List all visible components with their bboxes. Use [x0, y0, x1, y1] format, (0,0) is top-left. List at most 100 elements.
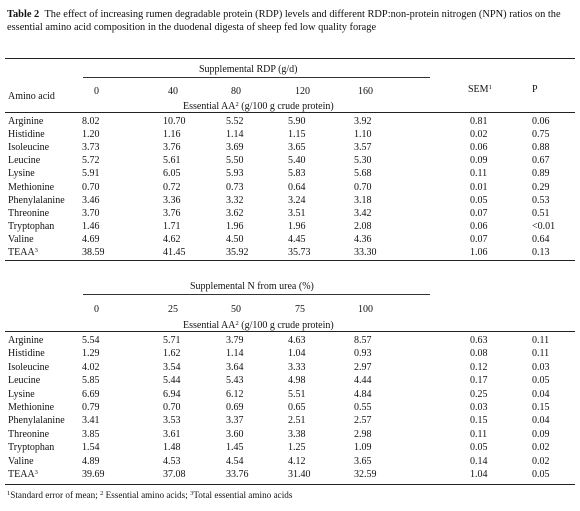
table-cell: 3.18 — [354, 194, 372, 206]
amino-acid-header: Amino acid — [8, 91, 55, 102]
table-cell: 3.57 — [354, 142, 372, 154]
table-cell: 5.54 — [82, 335, 100, 346]
table-cell: 0.06 — [470, 220, 488, 232]
table-cell: 1.15 — [288, 129, 306, 141]
table-cell: 1.20 — [82, 129, 100, 141]
table-cell: 4.62 — [163, 233, 181, 245]
table-cell: 3.92 — [354, 116, 372, 127]
table-cell: 1.48 — [163, 442, 181, 454]
table-cell: 0.51 — [532, 207, 550, 219]
table-cell: 2.08 — [354, 220, 372, 232]
row-label: Arginine — [8, 335, 44, 346]
table-cell: 5.52 — [226, 116, 244, 127]
table-cell: 1.96 — [226, 220, 244, 232]
table2-header-rule — [5, 331, 575, 332]
table-cell: 0.17 — [470, 375, 488, 387]
table1-header-rule — [5, 112, 575, 113]
table1-spanner: Supplemental RDP (g/d) — [199, 64, 298, 75]
table-cell: 31.40 — [288, 469, 311, 480]
table-cell: 0.09 — [532, 428, 550, 440]
table-cell: 1.62 — [163, 348, 181, 360]
table-cell: 1.06 — [470, 247, 488, 258]
table-cell: 2.97 — [354, 361, 372, 373]
table-cell: 39.69 — [82, 469, 105, 480]
table-cell: 0.53 — [532, 194, 550, 206]
table-cell: 5.93 — [226, 168, 244, 180]
row-label: Threonine — [8, 207, 50, 219]
table-cell: 0.04 — [532, 388, 550, 400]
table-cell: 6.12 — [226, 388, 244, 400]
table-cell: 0.73 — [226, 181, 244, 193]
row-label: Lysine — [8, 168, 35, 180]
table-cell: 5.91 — [82, 168, 100, 180]
row-label: Valine — [8, 233, 34, 245]
table-cell: 0.63 — [470, 335, 488, 346]
table-cell: 3.73 — [82, 142, 100, 154]
table-cell: 4.02 — [82, 361, 100, 373]
table-cell: 0.70 — [163, 402, 181, 413]
level-header: 80 — [231, 86, 241, 97]
table-cell: 0.67 — [532, 155, 550, 167]
table-cell: 3.76 — [163, 207, 181, 219]
table-cell: 0.02 — [532, 442, 550, 454]
table-cell: 3.41 — [82, 415, 100, 427]
table-cell: 0.03 — [532, 361, 550, 373]
row-label: TEAA3 — [8, 469, 38, 480]
row-label: Leucine — [8, 155, 41, 167]
sem-header: SEM1 — [468, 84, 492, 95]
table-cell: 4.53 — [163, 455, 181, 467]
level-header: 100 — [358, 304, 373, 315]
table-cell: 0.64 — [532, 233, 550, 245]
table1-spanner-rule — [83, 77, 430, 78]
table-cell: 0.05 — [532, 375, 550, 387]
table-cell: 0.11 — [532, 335, 550, 346]
row-label: Histidine — [8, 348, 45, 360]
table-cell: 5.43 — [226, 375, 244, 387]
table-cell: 0.03 — [470, 402, 488, 413]
level-header: 160 — [358, 86, 373, 97]
table-cell: 4.50 — [226, 233, 244, 245]
table-cell: 37.08 — [163, 469, 186, 480]
table-cell: 4.54 — [226, 455, 244, 467]
table-cell: 1.09 — [354, 442, 372, 454]
row-label: Histidine — [8, 129, 45, 141]
table-cell: 4.84 — [354, 388, 372, 400]
table-cell: 0.06 — [532, 116, 550, 127]
table-label: Table 2 — [7, 9, 40, 20]
table-cell: 0.75 — [532, 129, 550, 141]
table-cell: 3.51 — [288, 207, 306, 219]
row-label: Phenylalanine — [8, 194, 65, 206]
table-cell: 4.36 — [354, 233, 372, 245]
table-cell: 0.29 — [532, 181, 550, 193]
table-cell: 33.30 — [354, 247, 377, 258]
table-cell: 0.12 — [470, 361, 488, 373]
table-cell: 0.15 — [470, 415, 488, 427]
table-cell: 3.33 — [288, 361, 306, 373]
level-header: 0 — [94, 86, 99, 97]
table-cell: 5.83 — [288, 168, 306, 180]
table-cell: 3.42 — [354, 207, 372, 219]
table-cell: 3.61 — [163, 428, 181, 440]
table-cell: 0.79 — [82, 402, 100, 413]
table-cell: 6.05 — [163, 168, 181, 180]
table-caption: Table 2 The effect of increasing rumen d… — [7, 8, 573, 34]
table-cell: 5.68 — [354, 168, 372, 180]
table-cell: 3.64 — [226, 361, 244, 373]
table-cell: 0.72 — [163, 181, 181, 193]
table-cell: 2.51 — [288, 415, 306, 427]
table-cell: 0.64 — [288, 181, 306, 193]
table-cell: 1.04 — [470, 469, 488, 480]
table-cell: 1.10 — [354, 129, 372, 141]
table-cell: 0.11 — [470, 168, 488, 180]
table-cell: 4.44 — [354, 375, 372, 387]
table-cell: 5.85 — [82, 375, 100, 387]
table-cell: 1.29 — [82, 348, 100, 360]
table-cell: 0.93 — [354, 348, 372, 360]
table-cell: 1.25 — [288, 442, 306, 454]
table-cell: 1.14 — [226, 348, 244, 360]
row-label: Isoleucine — [8, 142, 50, 154]
row-label: Valine — [8, 455, 34, 467]
table-cell: 3.65 — [288, 142, 306, 154]
table-cell: 3.24 — [288, 194, 306, 206]
table-cell: 35.92 — [226, 247, 249, 258]
